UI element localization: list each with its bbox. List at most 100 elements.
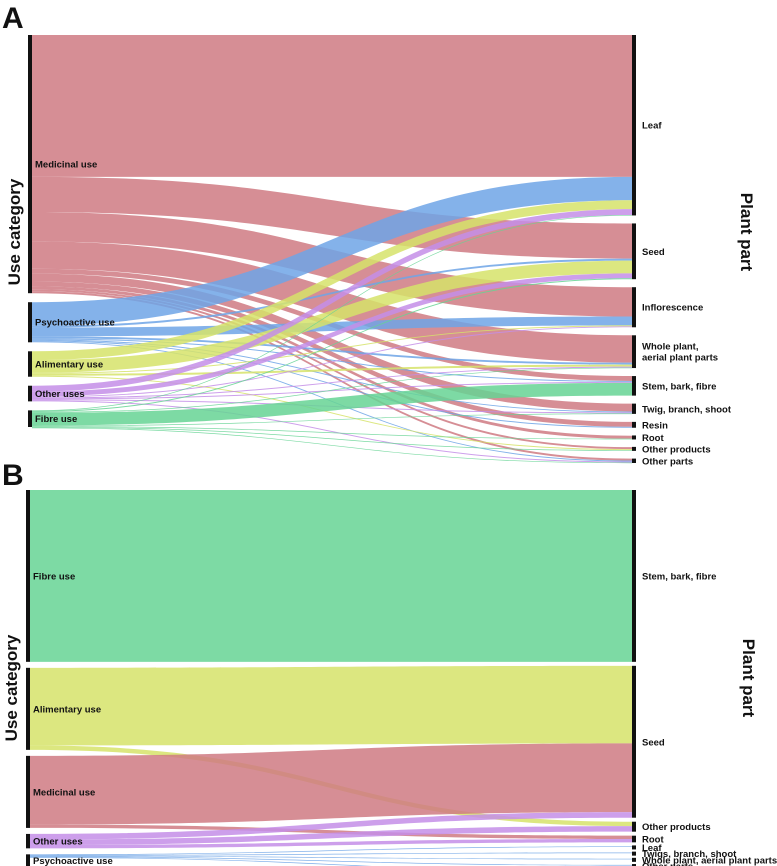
source-node-fibre <box>26 490 30 662</box>
link-medicinal-to-resin <box>32 281 632 427</box>
target-node-resin <box>632 421 636 428</box>
link-other-to-root <box>30 839 632 849</box>
target-label-whole: Whole plant, aerial plant parts <box>642 855 777 866</box>
target-node-seed <box>632 223 636 280</box>
link-other-to-otherparts <box>32 400 632 463</box>
source-node-psychoactive <box>26 854 30 866</box>
link-alimentary-to-seed <box>30 665 632 746</box>
link-psychoactive-to-resin <box>30 857 373 866</box>
link-psychoactive-to-inflorescence <box>32 316 632 337</box>
source-node-medicinal <box>26 755 30 828</box>
source-label-medicinal: Medicinal use <box>35 160 97 171</box>
link-fibre-to-root <box>32 426 632 440</box>
target-label-resin: Resin <box>642 420 668 431</box>
link-fibre-to-stem <box>32 382 632 426</box>
link-fibre-to-otherparts <box>32 427 632 464</box>
target-label-twig: Twig, branch, shoot <box>642 404 732 415</box>
link-psychoactive-to-twig <box>30 852 632 856</box>
panel-a-left-title: Use category <box>5 178 24 285</box>
target-node-inflorescence <box>632 287 636 328</box>
panel-b-left-title: Use category <box>2 634 21 741</box>
target-label-seed: Seed <box>642 247 665 258</box>
target-node-otherprod <box>632 446 636 451</box>
target-label-root: Root <box>642 433 664 444</box>
source-label-alimentary: Alimentary use <box>33 704 101 715</box>
link-psychoactive-to-whole <box>30 855 632 860</box>
link-medicinal-to-leaf <box>32 35 632 177</box>
link-psychoactive-to-leaf <box>32 176 632 326</box>
link-other-to-inflorescence <box>32 326 632 398</box>
source-node-alimentary <box>26 667 30 750</box>
source-label-other: Other uses <box>35 389 85 400</box>
target-node-whole <box>632 335 636 369</box>
link-medicinal-to-twig <box>32 273 632 412</box>
link-other-to-stem <box>32 381 632 400</box>
link-other-to-seed <box>32 273 632 397</box>
panel-b-links <box>30 490 632 866</box>
target-node-twig <box>632 851 636 856</box>
target-node-whole <box>632 857 636 862</box>
target-node-stem <box>632 376 636 396</box>
source-node-other <box>26 833 30 849</box>
source-label-fibre: Fibre use <box>35 414 77 425</box>
link-psychoactive-to-seed <box>32 258 632 328</box>
panel-b-nodes: Fibre use Alimentary use Medicinal use Othe… <box>26 490 777 866</box>
panel-a-links <box>32 35 632 464</box>
link-medicinal-to-seed <box>32 176 632 259</box>
target-label-whole: Whole plant, aerial plant parts <box>642 342 718 364</box>
source-node-medicinal <box>28 35 32 294</box>
source-label-alimentary: Alimentary use <box>35 360 103 371</box>
link-medicinal-to-otherprod <box>32 289 632 450</box>
panel-b-sankey: B Use category Plant part Fibre use Alime… <box>2 459 777 866</box>
panel-a-sankey: A Use category Plant part Medicinal use P… <box>2 2 756 467</box>
link-alimentary-to-seed <box>32 260 632 373</box>
link-fibre-to-stem <box>30 490 632 662</box>
target-node-twig <box>632 403 636 414</box>
link-fibre-to-seed <box>32 278 632 413</box>
source-label-psychoactive: Psychoactive use <box>33 856 113 866</box>
target-label-otherparts: Other parts <box>642 456 693 467</box>
target-node-otherparts <box>632 458 636 463</box>
source-node-other <box>28 385 32 402</box>
link-medicinal-to-root <box>32 286 632 439</box>
target-node-stem <box>632 490 636 662</box>
panel-b-letter: B <box>2 459 24 492</box>
link-alimentary-to-whole <box>32 364 632 376</box>
target-label-otherprod: Other products <box>642 444 711 455</box>
link-psychoactive-to-leaf <box>30 846 632 856</box>
target-label-otherprod: Other products <box>642 822 711 833</box>
target-node-root <box>632 435 636 440</box>
target-label-seed: Seed <box>642 737 665 748</box>
target-label-otherparts: Other parts <box>642 862 693 866</box>
link-psychoactive-to-twig <box>32 339 632 413</box>
link-fibre-to-whole <box>32 367 632 413</box>
link-fibre-to-twig <box>32 413 632 427</box>
source-node-fibre <box>28 410 32 427</box>
link-psychoactive-to-otherparts <box>30 856 632 866</box>
link-other-to-otherprod <box>30 826 632 846</box>
target-label-root: Root <box>642 835 664 846</box>
source-node-psychoactive <box>28 302 32 343</box>
target-node-otherparts <box>632 864 636 866</box>
target-label-leaf: Leaf <box>642 121 662 132</box>
source-label-fibre: Fibre use <box>33 571 75 582</box>
link-fibre-to-otherprod <box>32 426 632 451</box>
link-alimentary-to-inflorescence <box>32 325 632 374</box>
link-medicinal-to-seed <box>30 743 632 825</box>
link-psychoactive-to-whole <box>32 336 632 365</box>
target-node-leaf <box>632 845 636 850</box>
link-alimentary-to-leaf <box>32 200 632 361</box>
target-label-stem: Stem, bark, fibre <box>642 381 716 392</box>
target-label-leaf: Leaf <box>642 843 662 854</box>
target-label-stem: Stem, bark, fibre <box>642 571 716 582</box>
link-psychoactive-to-resin <box>32 340 632 428</box>
panel-a-right-title: Plant part <box>737 193 756 272</box>
link-medicinal-to-root <box>30 824 632 840</box>
panel-a-nodes: Medicinal use Psychoactive use Alimentary … <box>28 35 732 467</box>
target-node-root <box>632 835 636 843</box>
link-fibre-to-leaf <box>32 214 632 412</box>
link-other-to-seed <box>30 812 632 840</box>
panel-b-right-title: Plant part <box>739 639 758 718</box>
link-alimentary-to-otherprod <box>32 375 632 451</box>
